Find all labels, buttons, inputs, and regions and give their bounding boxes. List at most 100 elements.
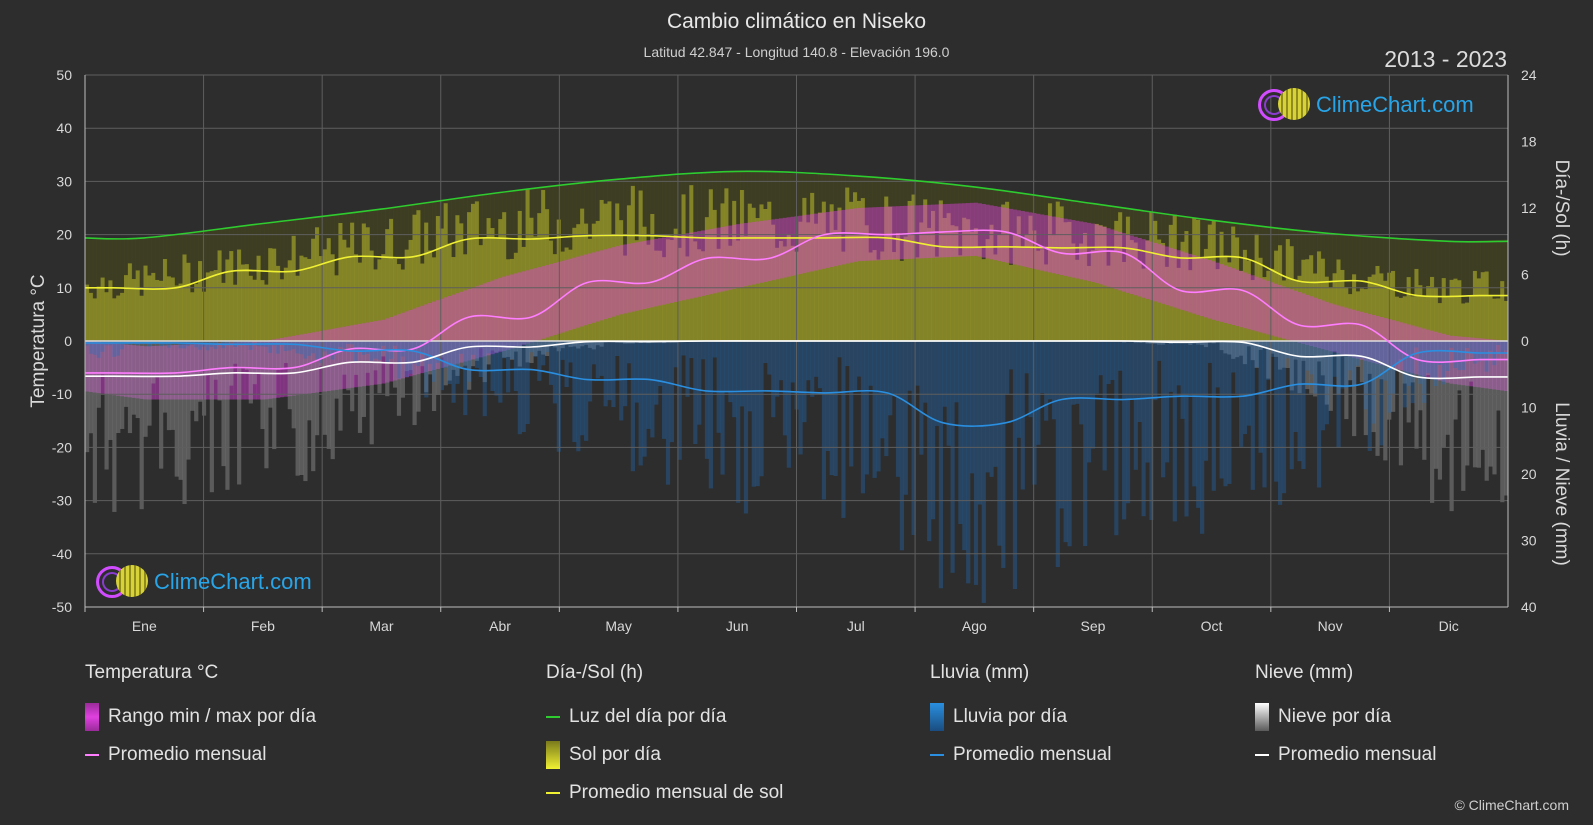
daylight-day-bar: [233, 227, 238, 341]
rain-day-bar: [1203, 341, 1209, 461]
sun-day-bar: [1059, 206, 1064, 341]
temp-range-day-bar: [712, 228, 717, 294]
sun-day-bar: [482, 237, 487, 341]
rain-day-bar: [810, 341, 815, 397]
sun-day-bar: [950, 225, 955, 341]
rain-day-bar: [732, 341, 737, 418]
snow-day-bar: [1340, 341, 1345, 357]
snow-day-bar: [127, 341, 133, 434]
sun-day-bar: [810, 192, 815, 341]
sun-day-bar: [350, 222, 355, 341]
temp-range-day-bar: [595, 251, 600, 322]
snow-day-bar: [1250, 341, 1255, 361]
rain-day-bar: [365, 341, 370, 354]
sun-day-bar: [1340, 269, 1345, 341]
logo-bottom[interactable]: ClimeChart.com: [96, 565, 312, 599]
snow-day-bar: [112, 341, 117, 512]
snow-day-bar: [1203, 341, 1209, 348]
snow-day-bar: [170, 341, 175, 430]
rain-day-bar: [1172, 341, 1177, 522]
daylight-day-bar: [1469, 240, 1474, 341]
temp-range-day-bar: [1348, 308, 1353, 357]
rain-day-bar: [416, 341, 421, 367]
rain-day-bar: [1453, 341, 1458, 369]
sun-day-bar: [751, 207, 756, 341]
range-swatch: [85, 703, 99, 731]
sun-day-bar: [1285, 239, 1290, 341]
rain-day-bar: [572, 341, 577, 443]
snow-day-bar: [1375, 341, 1380, 456]
temp-range-day-bar: [802, 215, 807, 274]
sun-day-bar: [365, 227, 370, 341]
snow-day-bar: [1410, 341, 1415, 383]
sun-day-bar: [1316, 251, 1322, 341]
sun-day-bar: [1219, 231, 1224, 341]
temp-range-day-bar: [1469, 337, 1474, 387]
snow-day-bar: [1266, 341, 1271, 379]
temp-range-day-bar: [646, 240, 651, 309]
temp-range-day-bar: [264, 340, 269, 400]
sun-day-bar: [872, 250, 877, 341]
sun-day-bar: [1352, 274, 1357, 341]
temp-range-day-bar: [708, 229, 713, 295]
rain-day-bar: [244, 341, 250, 346]
legend-label: Promedio mensual: [953, 744, 1112, 765]
x-tick-label: Abr: [489, 618, 511, 634]
snow-day-bar: [502, 341, 507, 358]
sun-day-bar: [969, 231, 975, 341]
snow-day-bar: [295, 341, 300, 476]
snow-day-bar: [365, 341, 370, 373]
snow-day-bar: [1465, 341, 1470, 466]
temp-range-day-bar: [1418, 327, 1423, 376]
temp-range-day-bar: [732, 224, 737, 289]
temp-range-day-bar: [1196, 256, 1201, 315]
rain-day-bar: [435, 341, 441, 363]
rain-day-bar: [580, 341, 585, 436]
temp-range-day-bar: [1402, 323, 1407, 372]
snow-day-bar: [166, 341, 172, 431]
sun-day-bar: [1246, 260, 1251, 341]
rain-day-bar: [802, 341, 807, 423]
temp-range-day-bar: [1371, 314, 1376, 363]
grid-layer: [84, 74, 1509, 608]
temp-range-day-bar: [217, 343, 222, 400]
rain-day-bar: [989, 341, 994, 477]
rain-day-bar: [591, 341, 597, 365]
daylight-day-bar: [1461, 240, 1466, 341]
temp-range-day-bar: [950, 203, 955, 257]
sun-day-bar: [958, 255, 963, 341]
sun-day-bar: [669, 240, 674, 341]
snow-day-bar: [299, 341, 304, 476]
rain-day-bar: [1008, 341, 1014, 370]
rain-day-bar: [1461, 341, 1466, 370]
snow-day-bar: [272, 341, 277, 450]
temp-range-day-bar: [599, 250, 604, 321]
rain-day-bar: [997, 341, 1002, 546]
temp-range-day-bar: [1250, 275, 1255, 331]
rain-day-bar: [1180, 341, 1185, 419]
rain-day-bar: [428, 341, 433, 364]
sun-day-bar: [502, 212, 507, 341]
sun-day-bar: [771, 224, 776, 341]
sun-day-bar: [1125, 216, 1131, 341]
sun-day-bar: [611, 236, 616, 341]
temp-range-day-bar: [233, 342, 238, 400]
snow-day-bar: [252, 341, 257, 385]
daylight-day-bar: [120, 238, 125, 341]
sun-day-bar: [1472, 270, 1478, 341]
snow-day-bar: [108, 341, 113, 440]
snow-day-bar: [521, 341, 526, 345]
sun-day-bar: [911, 194, 916, 341]
snow-day-bar: [96, 341, 101, 408]
rain-day-bar: [490, 341, 495, 391]
logo-top[interactable]: ClimeChart.com: [1258, 88, 1474, 122]
rain-day-bar: [295, 341, 300, 354]
rain-day-bar: [1469, 341, 1474, 353]
rain-day-bar: [494, 341, 499, 396]
rain-day-bar: [1047, 341, 1053, 400]
sun-day-bar: [439, 228, 444, 341]
temp-range-day-bar: [443, 297, 448, 367]
sun-day-bar: [416, 210, 421, 341]
temp-range-day-bar: [1484, 338, 1489, 389]
daylight-day-bar: [1492, 240, 1497, 341]
